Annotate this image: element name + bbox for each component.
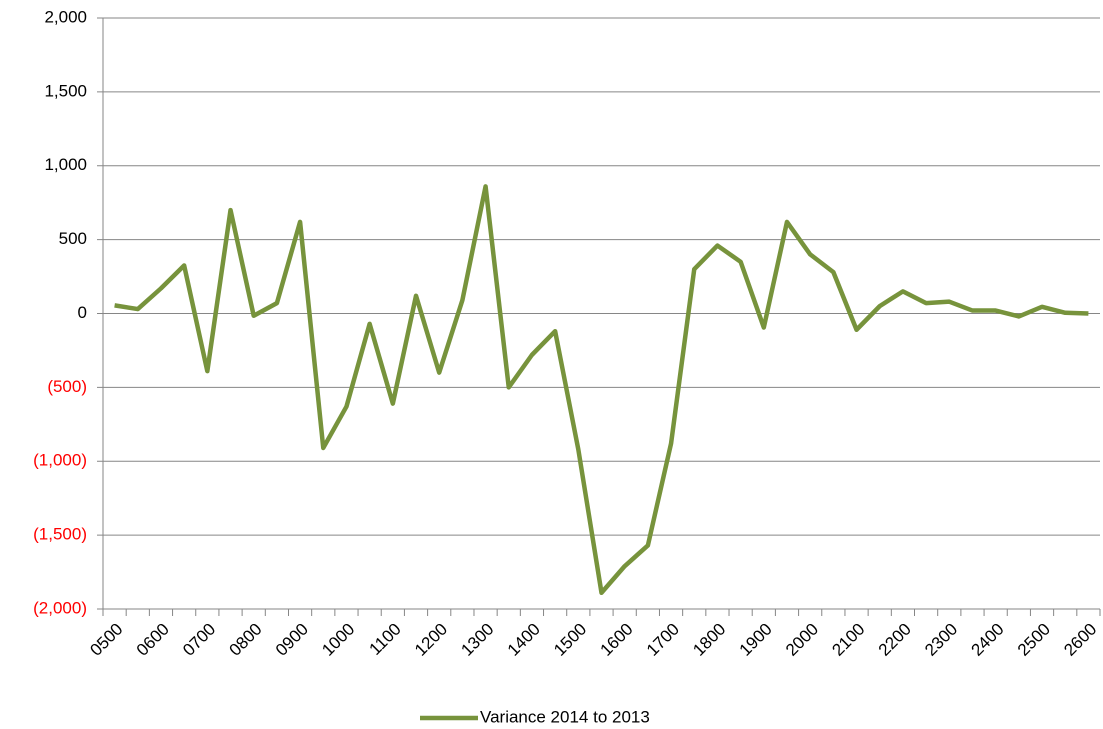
y-tick-label: (2,000) — [33, 598, 87, 617]
x-tick-label: 2400 — [967, 620, 1007, 660]
x-tick-label: 1200 — [411, 620, 451, 660]
legend-label: Variance 2014 to 2013 — [480, 707, 650, 726]
x-tick-label: 0900 — [272, 620, 312, 660]
x-tick-label: 2000 — [782, 620, 822, 660]
y-tick-label: (1,000) — [33, 451, 87, 470]
y-tick-label: 1,000 — [44, 155, 87, 174]
y-tick-label: 0 — [78, 303, 87, 322]
x-tick-label: 1800 — [689, 620, 729, 660]
x-tick-label: 1700 — [643, 620, 683, 660]
y-tick-label: 500 — [59, 229, 87, 248]
x-tick-label: 1600 — [597, 620, 637, 660]
x-tick-label: 2600 — [1060, 620, 1100, 660]
x-tick-label: 2200 — [875, 620, 915, 660]
x-tick-label: 0500 — [86, 620, 126, 660]
x-tick-label: 2100 — [828, 620, 868, 660]
x-tick-label: 2500 — [1014, 620, 1054, 660]
x-tick-label: 1100 — [366, 620, 405, 659]
x-tick-label: 1000 — [318, 620, 358, 660]
x-tick-label: 0700 — [179, 620, 219, 660]
x-tick-label: 1300 — [457, 620, 497, 660]
x-tick-label: 0800 — [226, 620, 266, 660]
y-tick-label: (500) — [47, 377, 87, 396]
x-tick-label: 1900 — [736, 620, 776, 660]
data-line — [114, 184, 1089, 595]
y-tick-label: 2,000 — [44, 7, 87, 26]
x-tick-label: 2300 — [921, 620, 961, 660]
y-tick-label: 1,500 — [44, 81, 87, 100]
x-tick-label: 1500 — [550, 620, 590, 660]
x-tick-label: 0600 — [133, 620, 173, 660]
x-tick-label: 1400 — [504, 620, 544, 660]
y-tick-label: (1,500) — [33, 525, 87, 544]
